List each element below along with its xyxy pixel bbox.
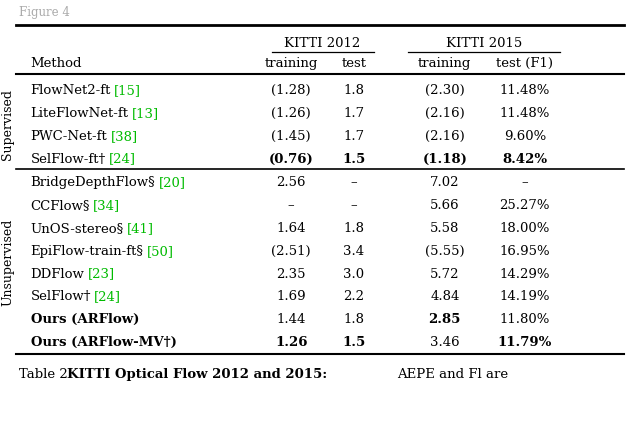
Text: UnOS-stereo§: UnOS-stereo§ bbox=[31, 221, 124, 234]
Text: (1.26): (1.26) bbox=[271, 107, 311, 120]
Text: 1.69: 1.69 bbox=[276, 290, 306, 303]
Text: 14.29%: 14.29% bbox=[500, 267, 550, 280]
Text: 5.72: 5.72 bbox=[430, 267, 460, 280]
Text: [38]: [38] bbox=[111, 129, 138, 142]
Text: KITTI 2012: KITTI 2012 bbox=[284, 37, 361, 49]
Text: [50]: [50] bbox=[147, 244, 173, 257]
Text: 11.79%: 11.79% bbox=[498, 335, 552, 348]
Text: (0.76): (0.76) bbox=[269, 152, 314, 165]
Text: 1.44: 1.44 bbox=[276, 313, 306, 326]
Text: [13]: [13] bbox=[132, 107, 159, 120]
Text: (2.30): (2.30) bbox=[425, 84, 465, 97]
Text: 18.00%: 18.00% bbox=[500, 221, 550, 234]
Text: SelFlow-ft†: SelFlow-ft† bbox=[31, 152, 106, 165]
Text: 2.56: 2.56 bbox=[276, 176, 306, 189]
Text: CCFlow§: CCFlow§ bbox=[31, 199, 90, 212]
Text: 25.27%: 25.27% bbox=[500, 199, 550, 212]
Text: [20]: [20] bbox=[159, 176, 186, 189]
Text: EpiFlow-train-ft§: EpiFlow-train-ft§ bbox=[31, 244, 144, 257]
Text: training: training bbox=[418, 57, 472, 70]
Text: 14.19%: 14.19% bbox=[500, 290, 550, 303]
Text: (1.18): (1.18) bbox=[422, 152, 467, 165]
Text: 1.5: 1.5 bbox=[342, 152, 365, 165]
Text: Method: Method bbox=[31, 57, 82, 70]
Text: 11.80%: 11.80% bbox=[500, 313, 550, 326]
Text: PWC-Net-ft: PWC-Net-ft bbox=[31, 129, 108, 142]
Text: –: – bbox=[351, 176, 357, 189]
Text: 1.8: 1.8 bbox=[344, 221, 364, 234]
Text: [24]: [24] bbox=[94, 290, 121, 303]
Text: SelFlow†: SelFlow† bbox=[31, 290, 92, 303]
Text: Table 2.: Table 2. bbox=[19, 367, 72, 380]
Text: BridgeDepthFlow§: BridgeDepthFlow§ bbox=[31, 176, 156, 189]
Text: (2.16): (2.16) bbox=[425, 129, 465, 142]
Text: (5.55): (5.55) bbox=[425, 244, 465, 257]
Text: test (F1): test (F1) bbox=[496, 57, 554, 70]
Text: 11.48%: 11.48% bbox=[500, 84, 550, 97]
Text: 2.2: 2.2 bbox=[344, 290, 364, 303]
Text: 8.42%: 8.42% bbox=[502, 152, 547, 165]
Text: [15]: [15] bbox=[114, 84, 141, 97]
Text: [34]: [34] bbox=[93, 199, 120, 212]
Text: AEPE and Fl are: AEPE and Fl are bbox=[397, 367, 508, 380]
Text: 1.8: 1.8 bbox=[344, 313, 364, 326]
Text: Supervised: Supervised bbox=[1, 89, 14, 160]
Text: FlowNet2-ft: FlowNet2-ft bbox=[31, 84, 111, 97]
Text: (1.45): (1.45) bbox=[271, 129, 311, 142]
Text: (1.28): (1.28) bbox=[271, 84, 311, 97]
Text: 2.35: 2.35 bbox=[276, 267, 306, 280]
Text: training: training bbox=[264, 57, 318, 70]
Text: DDFlow: DDFlow bbox=[31, 267, 84, 280]
Text: (2.16): (2.16) bbox=[425, 107, 465, 120]
Text: 5.58: 5.58 bbox=[430, 221, 460, 234]
Text: 1.26: 1.26 bbox=[275, 335, 307, 348]
Text: 2.85: 2.85 bbox=[429, 313, 461, 326]
Text: test: test bbox=[341, 57, 367, 70]
Text: Figure 4: Figure 4 bbox=[19, 6, 70, 19]
Text: 7.02: 7.02 bbox=[430, 176, 460, 189]
Text: [41]: [41] bbox=[127, 221, 154, 234]
Text: 3.0: 3.0 bbox=[343, 267, 365, 280]
Text: 11.48%: 11.48% bbox=[500, 107, 550, 120]
Text: 5.66: 5.66 bbox=[430, 199, 460, 212]
Text: 1.8: 1.8 bbox=[344, 84, 364, 97]
Text: 1.7: 1.7 bbox=[343, 107, 365, 120]
Text: 1.64: 1.64 bbox=[276, 221, 306, 234]
Text: 1.5: 1.5 bbox=[342, 335, 365, 348]
Text: 3.4: 3.4 bbox=[343, 244, 365, 257]
Text: –: – bbox=[288, 199, 294, 212]
Text: [23]: [23] bbox=[88, 267, 115, 280]
Text: 4.84: 4.84 bbox=[430, 290, 460, 303]
Text: –: – bbox=[351, 199, 357, 212]
Text: 3.46: 3.46 bbox=[430, 335, 460, 348]
Text: Ours (ARFlow): Ours (ARFlow) bbox=[31, 313, 139, 326]
Text: 9.60%: 9.60% bbox=[504, 129, 546, 142]
Text: 16.95%: 16.95% bbox=[499, 244, 550, 257]
Text: LiteFlowNet-ft: LiteFlowNet-ft bbox=[31, 107, 129, 120]
Text: 1.7: 1.7 bbox=[343, 129, 365, 142]
Text: KITTI Optical Flow 2012 and 2015:: KITTI Optical Flow 2012 and 2015: bbox=[67, 367, 328, 380]
Text: (2.51): (2.51) bbox=[271, 244, 311, 257]
Text: KITTI 2015: KITTI 2015 bbox=[446, 37, 523, 49]
Text: [24]: [24] bbox=[109, 152, 136, 165]
Text: –: – bbox=[522, 176, 528, 189]
Text: Unsupervised: Unsupervised bbox=[1, 218, 14, 306]
Text: Ours (ARFlow-MV†): Ours (ARFlow-MV†) bbox=[31, 335, 177, 348]
